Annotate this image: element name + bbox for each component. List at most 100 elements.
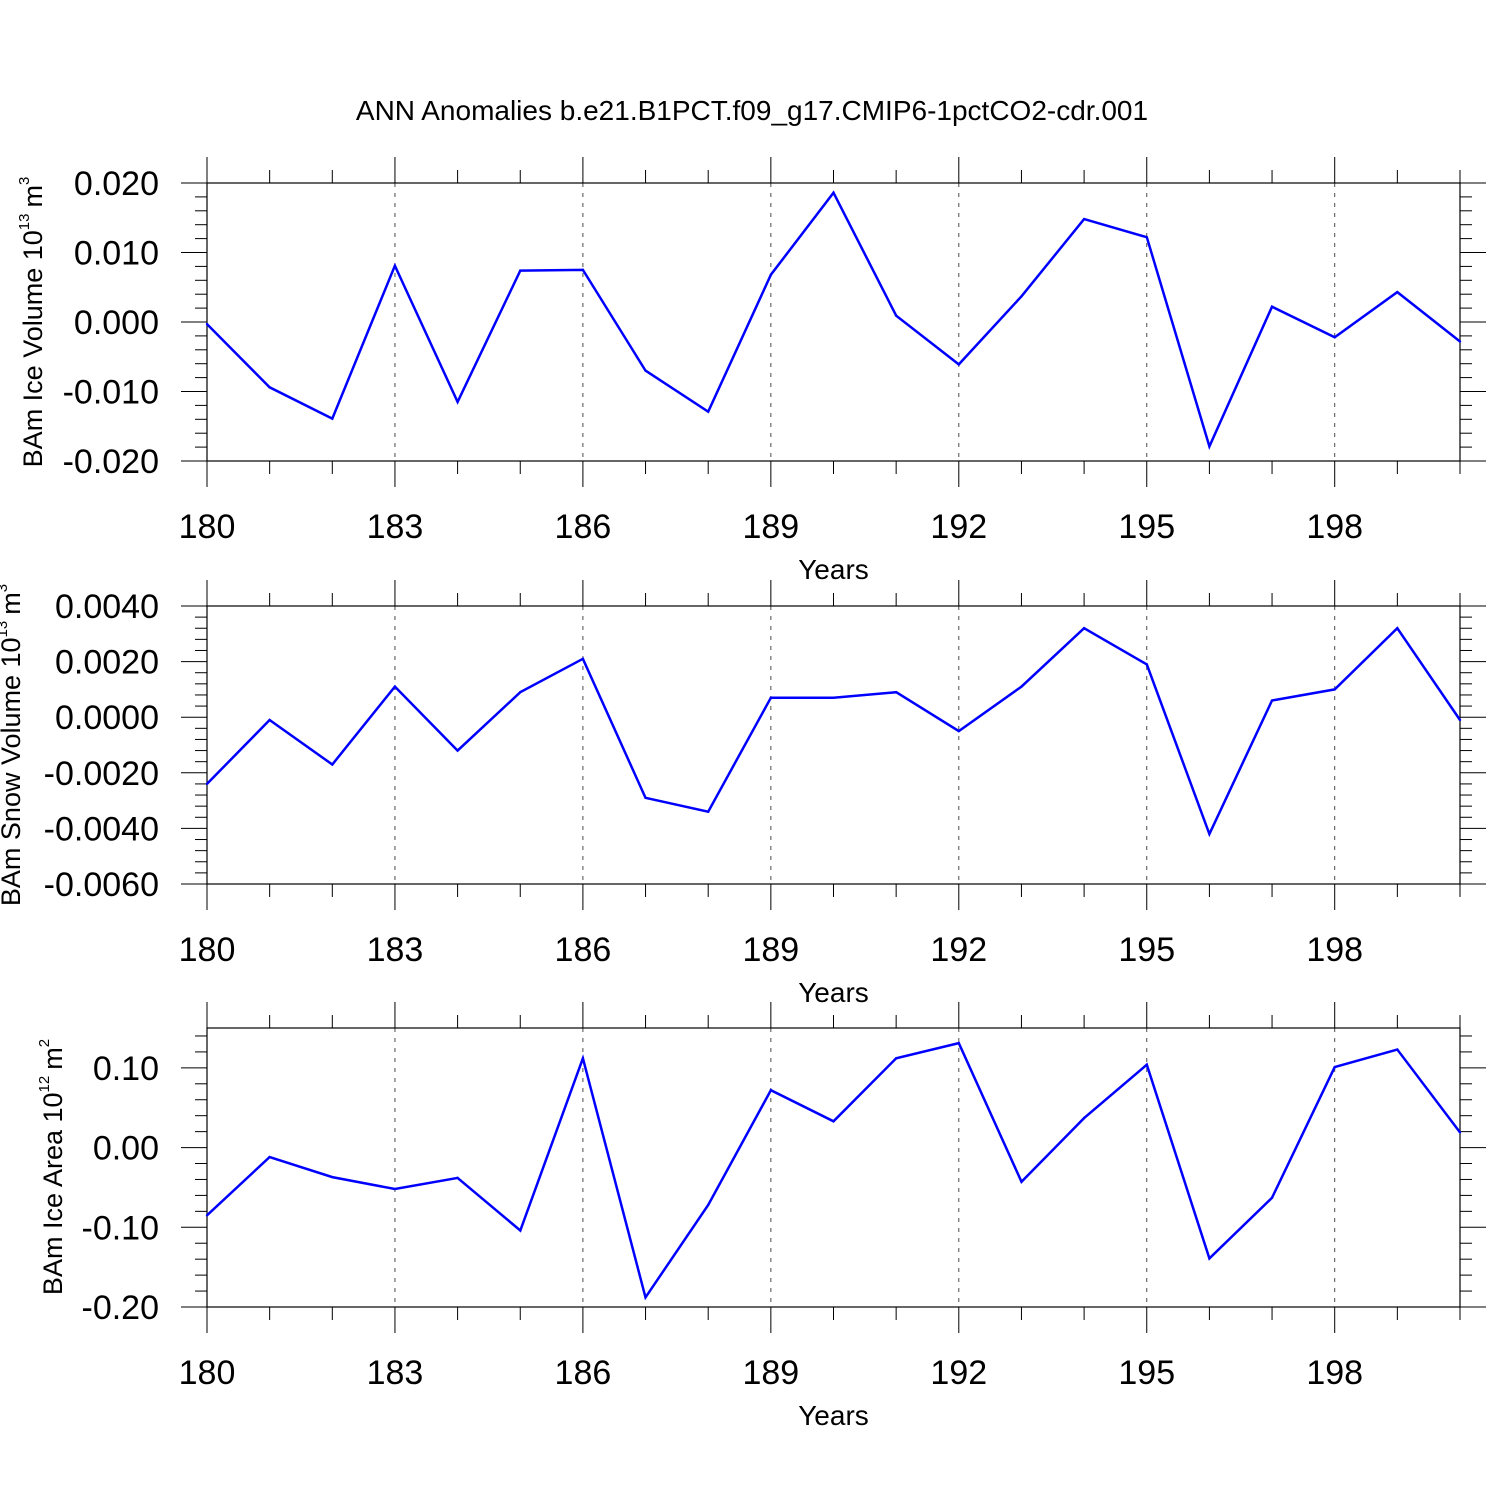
data-point <box>957 1041 960 1045</box>
data-point <box>1396 290 1399 294</box>
y-axis-label-exponent: 13 <box>16 214 33 231</box>
plot-frame <box>206 182 1461 462</box>
x-tick-label: 198 <box>1306 508 1363 546</box>
data-point <box>769 696 773 699</box>
x-tick-label: 198 <box>1306 1354 1363 1392</box>
data-point <box>1082 217 1086 221</box>
panels: 0.020 0.010 0.000 -0.010 -0.020 180 183 186 189 1… <box>0 157 1486 1431</box>
data-point <box>1270 699 1274 702</box>
y-tick-label: 0.0040 <box>55 588 159 626</box>
x-tick-label: 198 <box>1306 931 1363 969</box>
data-point <box>456 749 459 752</box>
data-point <box>205 782 209 786</box>
x-tick-label: 189 <box>742 508 799 546</box>
x-tick-label: 186 <box>555 931 612 969</box>
data-point <box>644 369 647 372</box>
data-point <box>894 1057 898 1060</box>
x-tick-label: 186 <box>555 1354 612 1392</box>
x-tick-label: 192 <box>930 931 987 969</box>
data-point <box>519 690 522 694</box>
data-point <box>1270 1196 1274 1199</box>
y-axis-label-unit-exponent: 3 <box>16 177 33 185</box>
data-point <box>331 417 334 420</box>
data-point <box>1145 1063 1148 1066</box>
chart-title: ANN Anomalies b.e21.B1PCT.f09_g17.CMIP6-… <box>356 95 1148 126</box>
y-axis-label: BAm Ice Area 1012 m2 <box>36 1039 68 1295</box>
data-point <box>581 657 585 661</box>
data-point <box>707 1203 710 1207</box>
data-point <box>268 718 271 722</box>
data-point <box>331 763 334 766</box>
data-point <box>769 1088 773 1092</box>
y-tick-label: 0.000 <box>74 304 159 342</box>
data-point <box>1270 305 1274 308</box>
data-point <box>268 386 271 389</box>
y-tick-label: 0.0020 <box>55 644 159 682</box>
y-axis-label-unit-exponent: 3 <box>0 584 11 592</box>
data-point <box>1458 1131 1462 1134</box>
data-point <box>1458 718 1462 722</box>
x-tick-label: 180 <box>179 1354 236 1392</box>
data-point <box>1333 1065 1336 1069</box>
x-tick-label: 180 <box>179 931 236 969</box>
x-tick-label: 195 <box>1118 931 1175 969</box>
x-axis-label: Years <box>798 977 869 1008</box>
data-point <box>1396 627 1399 630</box>
data-point <box>707 810 710 813</box>
y-tick-label: -0.020 <box>63 443 159 481</box>
data-point <box>1145 236 1148 239</box>
y-axis-label: BAm Snow Volume 1013 m3 <box>0 584 26 906</box>
data-point <box>1020 685 1023 688</box>
y-axis-label-exponent: 12 <box>36 1076 53 1093</box>
data-point <box>1458 340 1462 343</box>
data-point <box>769 273 773 276</box>
x-tick-label: 183 <box>367 508 424 546</box>
data-point <box>519 1229 522 1232</box>
data-point <box>1082 1116 1086 1120</box>
data-point <box>832 696 835 699</box>
y-axis-label-text: BAm Snow Volume 10 <box>0 637 26 906</box>
x-tick-label: 195 <box>1118 1354 1175 1392</box>
data-point <box>957 729 960 733</box>
x-axis-label: Years <box>798 554 869 585</box>
data-point <box>832 191 835 194</box>
data-point <box>832 1120 835 1123</box>
y-axis-label-unit-exponent: 2 <box>36 1039 53 1047</box>
data-point <box>1333 336 1336 339</box>
data-point <box>894 314 898 317</box>
x-tick-label: 192 <box>930 1354 987 1392</box>
data-point <box>1396 1048 1399 1051</box>
x-tick-label: 183 <box>367 931 424 969</box>
y-tick-label: -0.010 <box>63 374 159 412</box>
data-point <box>393 685 397 688</box>
plot-frame <box>206 1027 1461 1308</box>
plot-frame <box>206 605 1461 885</box>
data-point <box>268 1155 271 1159</box>
y-tick-label: 0.010 <box>74 235 159 273</box>
chart-panel-2: 0.0040 0.0020 0.0000 -0.0020 -0.0040 -0.0060 1… <box>0 580 1486 1008</box>
y-axis-label: BAm Ice Volume 1013 m3 <box>16 177 48 468</box>
chart-panel-1: 0.020 0.010 0.000 -0.010 -0.020 180 183 186 189 1… <box>16 157 1486 585</box>
data-point <box>581 1057 585 1060</box>
y-tick-label: -0.10 <box>82 1209 160 1247</box>
y-axis-label-exponent: 13 <box>0 621 11 638</box>
data-point <box>1208 445 1211 448</box>
x-tick-label: 186 <box>555 508 612 546</box>
x-tick-label: 183 <box>367 1354 424 1392</box>
y-axis-label-unit: m <box>0 592 26 615</box>
series-line <box>206 190 1461 450</box>
data-point <box>456 400 459 404</box>
x-tick-label: 189 <box>742 931 799 969</box>
data-point <box>1020 295 1023 298</box>
y-tick-label: 0.020 <box>74 165 159 203</box>
y-tick-label: 0.00 <box>93 1130 159 1168</box>
data-point <box>644 796 647 800</box>
x-tick-label: 195 <box>1118 508 1175 546</box>
data-point <box>393 1187 397 1191</box>
data-point <box>205 1214 209 1217</box>
data-point <box>1020 1180 1023 1184</box>
data-point <box>456 1176 459 1180</box>
y-axis-label-unit: m <box>18 185 48 208</box>
data-point <box>1082 627 1086 630</box>
